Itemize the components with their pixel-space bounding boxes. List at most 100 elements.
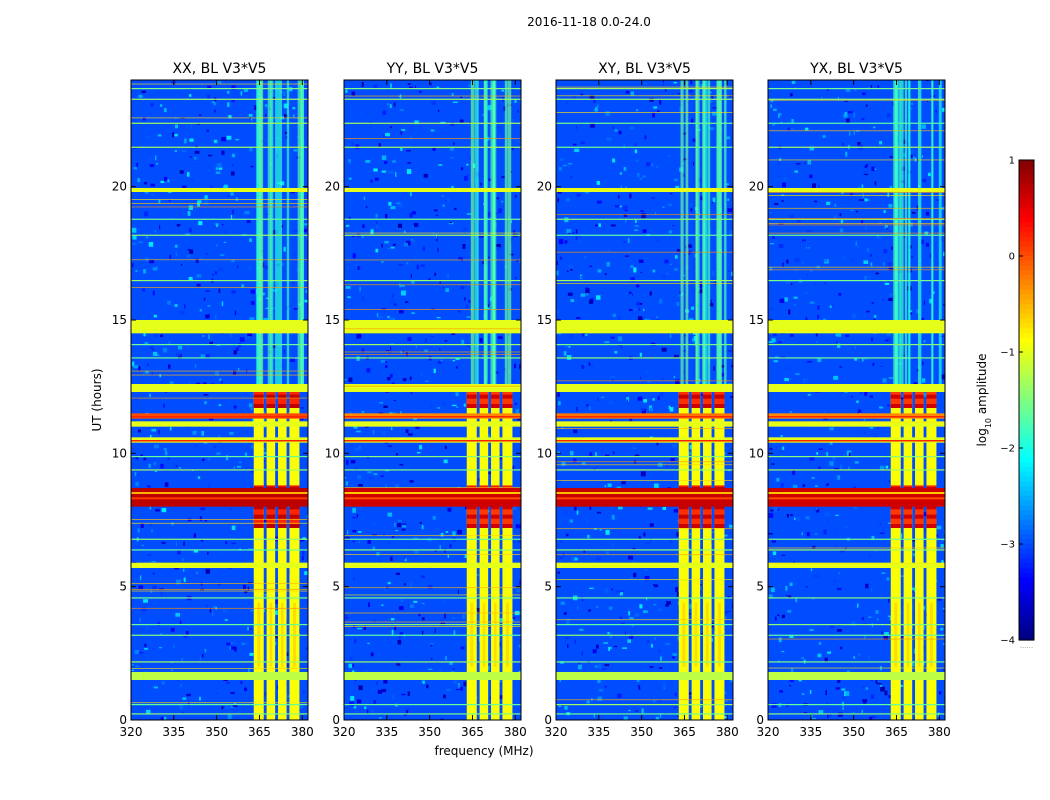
noise-cell [639, 352, 642, 357]
colorbar-cell [1019, 433, 1034, 439]
noise-cell [791, 119, 794, 123]
noise-cell [576, 406, 578, 412]
noise-cell [144, 342, 149, 345]
noise-cell [607, 249, 610, 253]
noise-cell [928, 172, 931, 177]
noise-cell [467, 269, 469, 273]
noise-cell [218, 267, 223, 272]
noise-cell [155, 509, 160, 512]
saturated-stripe [266, 514, 276, 519]
noise-cell [712, 107, 718, 109]
noise-cell [663, 687, 665, 690]
noise-cell [133, 252, 136, 257]
noise-cell [794, 170, 799, 173]
noise-cell [842, 707, 844, 710]
noise-cell [640, 471, 646, 477]
saturated-stripe [903, 505, 913, 510]
noise-cell [501, 175, 505, 179]
noise-cell [487, 212, 492, 217]
noise-cell [232, 164, 234, 166]
noise-cell [160, 716, 166, 720]
saturated-stripe [289, 394, 300, 399]
noise-cell [516, 260, 519, 263]
noise-cell [440, 718, 444, 720]
noise-cell [216, 163, 222, 168]
noise-cell [451, 404, 457, 407]
noise-cell [449, 222, 453, 224]
noise-cell [788, 309, 791, 315]
noise-cell [453, 630, 456, 636]
noise-cell [173, 644, 175, 649]
noise-cell [154, 526, 159, 528]
noise-cell [861, 617, 865, 621]
noise-cell [933, 291, 935, 294]
noise-cell [476, 696, 478, 700]
noise-cell [674, 354, 679, 359]
noise-cell [150, 254, 155, 257]
noise-cell [632, 561, 635, 564]
noise-cell [145, 257, 149, 262]
noise-cell [814, 532, 818, 535]
y-tick-label: 20 [749, 180, 764, 194]
noise-cell [390, 299, 395, 304]
faint-stripe [131, 88, 308, 90]
noise-cell [271, 307, 276, 310]
noise-cell [604, 273, 607, 276]
noise-cell [836, 587, 842, 591]
noise-cell [400, 130, 402, 135]
noise-cell [262, 607, 266, 613]
noise-cell [223, 184, 228, 189]
noise-cell [373, 84, 378, 90]
noise-cell [234, 348, 240, 350]
faint-stripe [131, 456, 308, 458]
noise-cell [556, 310, 559, 314]
noise-cell [203, 393, 209, 396]
noise-cell [794, 258, 800, 263]
noise-cell [788, 139, 794, 144]
noise-cell [843, 256, 846, 261]
noise-cell [235, 138, 240, 141]
noise-cell [841, 390, 844, 394]
noise-cell [835, 687, 841, 690]
faint-stripe [556, 344, 733, 346]
noise-cell [304, 223, 308, 226]
noise-cell [727, 595, 731, 599]
noise-cell [787, 127, 791, 131]
noise-cell [801, 532, 803, 536]
rfi-line [131, 497, 308, 500]
noise-cell [641, 708, 644, 714]
noise-cell [777, 102, 781, 106]
x-tick-label: 380 [504, 725, 527, 739]
noise-cell [388, 352, 392, 354]
noise-cell [384, 240, 389, 244]
noise-cell [646, 596, 648, 601]
noise-cell [466, 163, 469, 166]
saturated-stripe [678, 514, 689, 519]
noise-cell [384, 107, 389, 110]
noise-cell [582, 333, 585, 337]
saturated-stripe [479, 514, 489, 519]
noise-cell [674, 692, 677, 697]
noise-cell [688, 251, 690, 255]
noise-cell [692, 138, 697, 143]
noise-cell [351, 540, 356, 542]
noise-cell [345, 460, 349, 465]
noise-cell [639, 177, 643, 180]
noise-cell [393, 102, 396, 107]
noise-cell [769, 307, 774, 310]
noise-cell [876, 617, 879, 621]
noise-cell [833, 528, 837, 533]
noise-cell [725, 271, 731, 273]
faint-stripe [131, 624, 308, 626]
x-tick-label: 320 [545, 725, 568, 739]
noise-cell [861, 685, 865, 689]
noise-cell [863, 431, 867, 433]
noise-cell [673, 509, 679, 513]
colorbar-cell [1019, 568, 1034, 574]
noise-cell [174, 244, 178, 248]
noise-cell [247, 586, 250, 592]
noise-cell [900, 396, 906, 400]
x-axis-label: frequency (MHz) [434, 744, 533, 758]
noise-cell [606, 137, 612, 141]
rfi-line [556, 416, 733, 418]
